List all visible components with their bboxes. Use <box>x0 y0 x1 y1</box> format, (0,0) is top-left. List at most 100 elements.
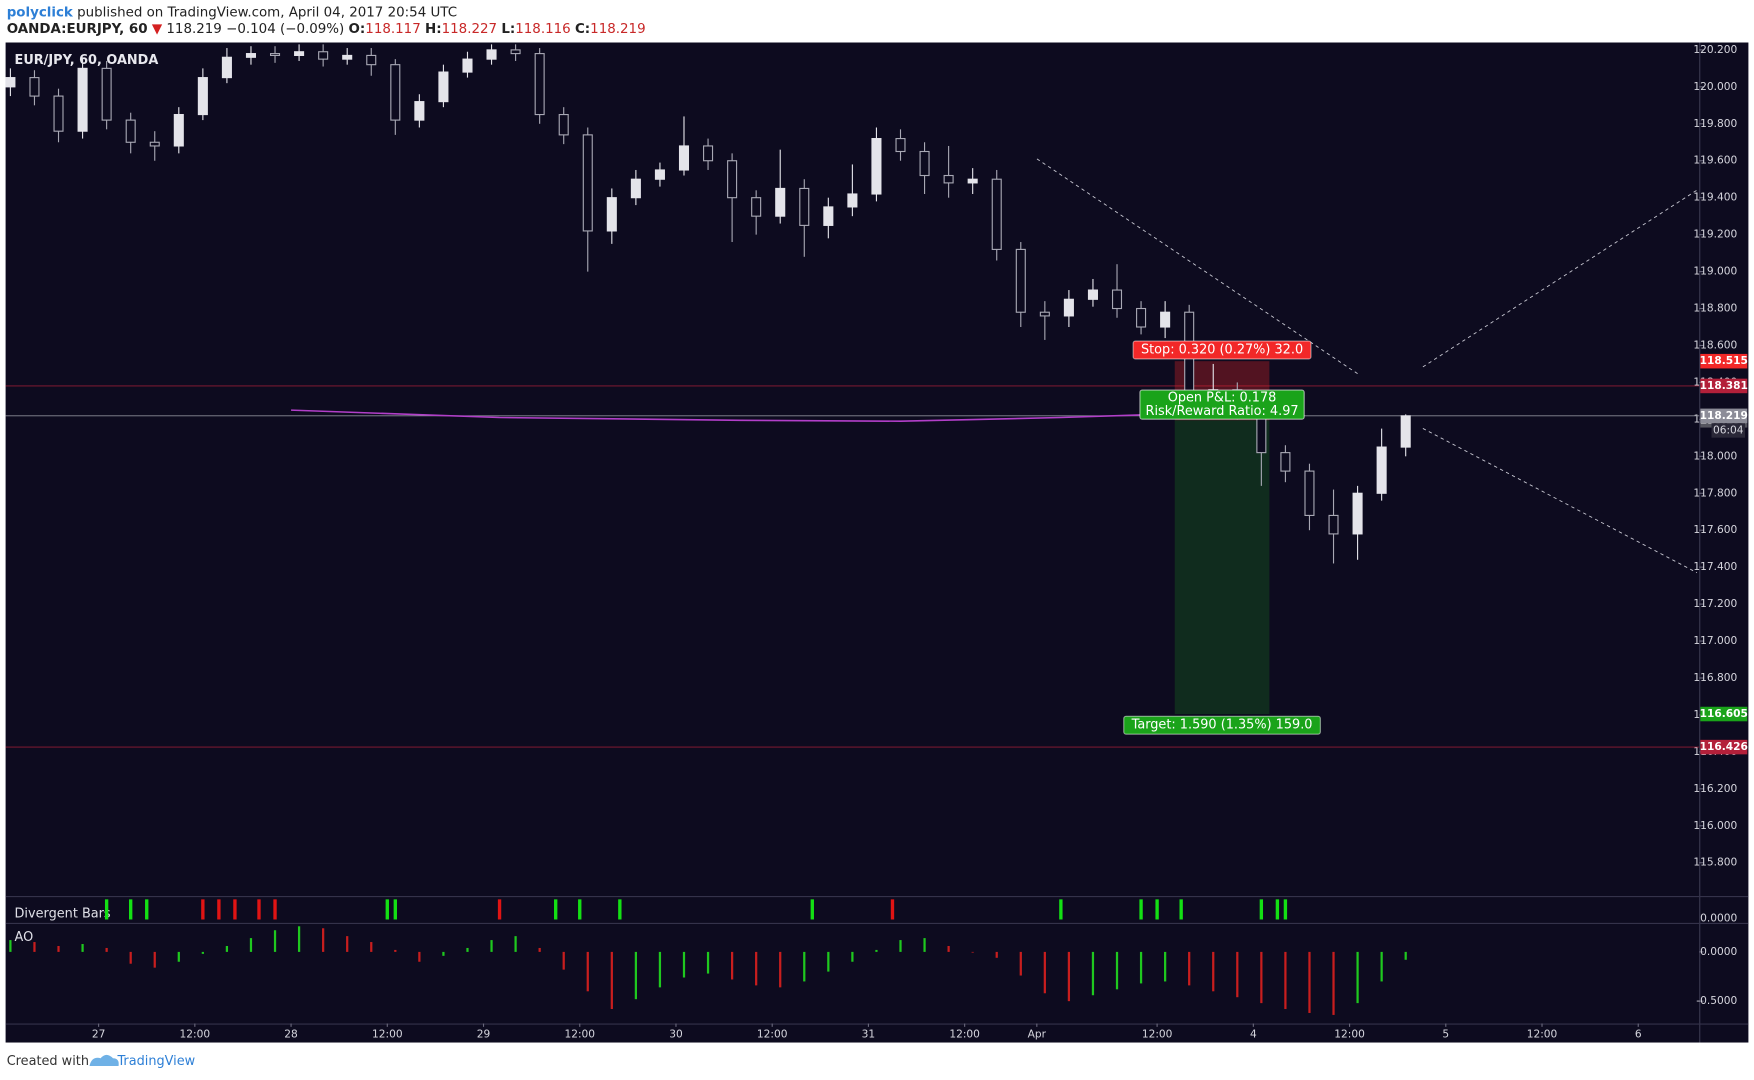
trend-line <box>1422 428 1698 574</box>
x-tick-label: 29 <box>477 1028 491 1041</box>
ao-bar <box>1236 951 1239 998</box>
divergent-bar <box>1179 899 1183 920</box>
candle-body <box>294 51 305 56</box>
ao-bar <box>730 951 734 980</box>
ao-bar <box>490 940 493 952</box>
level-tag-text: 116.426 <box>1700 740 1748 753</box>
ao-title: AO <box>15 930 34 945</box>
ao-bar <box>851 951 854 962</box>
x-tick-label: Apr <box>1028 1028 1047 1041</box>
ao-bar <box>971 951 974 953</box>
candle-body <box>125 119 136 143</box>
ao-bar <box>827 951 830 972</box>
candle-body <box>197 77 208 116</box>
divergent-bar <box>145 899 149 920</box>
candle-body <box>895 138 906 153</box>
candle-body <box>1063 298 1074 317</box>
ao-bar <box>538 947 541 952</box>
moving-average <box>291 409 1174 423</box>
divergent-bar <box>273 899 277 920</box>
y-tick-label: 119.600 <box>1693 154 1737 167</box>
y-tick-label: 120.000 <box>1693 80 1737 93</box>
candle-body <box>5 77 16 88</box>
divergent-bar <box>1155 899 1159 920</box>
candle-body <box>823 206 834 226</box>
candle-body <box>486 49 497 60</box>
ao-bar <box>370 942 373 952</box>
ao-bar <box>1043 951 1046 994</box>
ao-bar <box>346 936 349 952</box>
candle-body <box>53 95 64 132</box>
candle-body <box>173 113 184 147</box>
ao-bar <box>129 951 132 964</box>
candle-body <box>871 138 882 195</box>
candle-body <box>1087 289 1098 300</box>
stop-label-box <box>1132 340 1312 360</box>
candle-body <box>1304 470 1315 516</box>
ohlc-key: H: <box>425 22 442 37</box>
symbol-line: OANDA:EURJPY, 60 ▼ 118.219 −0.104 (−0.09… <box>7 22 646 37</box>
divergent-bar <box>578 899 582 920</box>
candle-body <box>1111 289 1123 310</box>
y-tick-label: 115.800 <box>1693 856 1737 869</box>
x-tick-label: 12:00 <box>180 1028 211 1041</box>
ao-bar <box>658 951 662 988</box>
target-label-box <box>1123 715 1321 735</box>
candle-body <box>606 197 617 232</box>
candle-body <box>77 67 88 132</box>
x-tick-label: 12:00 <box>372 1028 403 1041</box>
candle-body <box>245 53 257 58</box>
published: published on TradingView.com, April 04, … <box>73 5 457 20</box>
ohlc-key: O: <box>349 22 366 37</box>
stop-label-text: Stop: 0.320 (0.27%) 32.0 <box>1141 342 1303 357</box>
candle-body <box>510 49 521 55</box>
x-tick-label: 28 <box>284 1028 298 1041</box>
x-tick-label: 31 <box>862 1028 876 1041</box>
countdown: 06:04 <box>1713 423 1744 436</box>
ao-bar <box>1404 951 1407 960</box>
divergent-bar <box>385 899 389 920</box>
ao-bar <box>1332 951 1335 1015</box>
divergent-bars-title: Divergent Bars <box>15 906 111 921</box>
footer-brand: TradingView <box>116 1054 195 1069</box>
y-tick-label: 120.200 <box>1693 43 1737 56</box>
ao-bar <box>394 949 397 952</box>
change-arrow: ▼ <box>152 22 163 37</box>
divergent-bar <box>554 899 558 920</box>
ao-bar <box>1212 951 1215 992</box>
rr-text: Risk/Reward Ratio: 4.97 <box>1146 404 1299 419</box>
divergent-bar <box>810 899 814 920</box>
target-label-text: Target: 1.590 (1.35%) 159.0 <box>1131 718 1313 733</box>
ohlc-key: C: <box>575 22 590 37</box>
trend-line <box>1036 158 1360 376</box>
footer-logo <box>89 1054 119 1067</box>
ao-bar <box>9 940 12 952</box>
pnl-text: Open P&L: 0.178 <box>1168 390 1277 405</box>
stop-tag-text: 118.515 <box>1700 354 1748 367</box>
candle-body <box>342 54 353 60</box>
ao-bar <box>610 951 613 1010</box>
divergent-bar <box>497 899 502 920</box>
x-tick-label: 6 <box>1635 1028 1642 1041</box>
ao-bar <box>1091 951 1095 996</box>
ao-bar <box>1019 951 1022 976</box>
candle-body <box>101 67 112 121</box>
ao-bar <box>297 926 301 952</box>
ao-bar <box>177 951 180 962</box>
chart-background <box>5 42 1749 1043</box>
ao-bar <box>634 951 637 1000</box>
divergent-bar <box>1059 899 1063 920</box>
header-line: polyclick published on TradingView.com, … <box>7 5 457 20</box>
divergent-bar <box>233 899 237 920</box>
candle-body <box>919 150 930 177</box>
ao-bar <box>273 930 277 952</box>
x-tick-label: 4 <box>1250 1028 1257 1041</box>
ao-bar <box>33 942 36 952</box>
candle-body <box>438 71 449 103</box>
ohlc-value: 118.116 <box>515 22 570 37</box>
divergent-bar <box>890 899 895 920</box>
ao-tick-label: 0.0000 <box>1700 945 1737 958</box>
candle-body <box>1015 248 1026 313</box>
